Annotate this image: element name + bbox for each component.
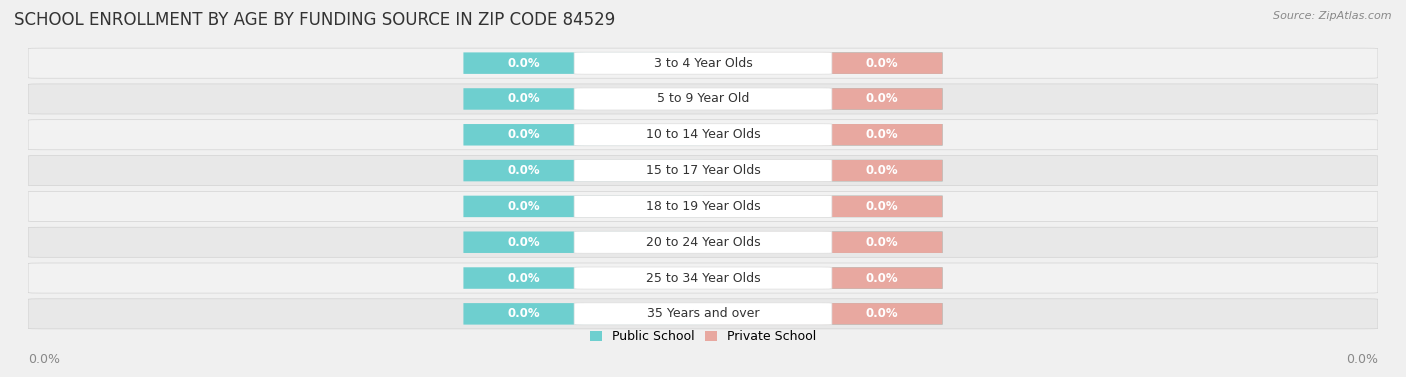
FancyBboxPatch shape	[28, 299, 1378, 329]
FancyBboxPatch shape	[703, 196, 942, 217]
FancyBboxPatch shape	[464, 52, 942, 74]
Text: 0.0%: 0.0%	[866, 164, 898, 177]
Text: 15 to 17 Year Olds: 15 to 17 Year Olds	[645, 164, 761, 177]
FancyBboxPatch shape	[28, 84, 1378, 114]
Text: 3 to 4 Year Olds: 3 to 4 Year Olds	[654, 57, 752, 70]
FancyBboxPatch shape	[28, 192, 1378, 221]
Text: 0.0%: 0.0%	[28, 353, 60, 366]
FancyBboxPatch shape	[574, 267, 832, 289]
Text: 10 to 14 Year Olds: 10 to 14 Year Olds	[645, 128, 761, 141]
FancyBboxPatch shape	[464, 124, 942, 146]
FancyBboxPatch shape	[703, 303, 942, 325]
FancyBboxPatch shape	[574, 159, 832, 182]
Text: 0.0%: 0.0%	[508, 164, 540, 177]
FancyBboxPatch shape	[28, 156, 1378, 185]
FancyBboxPatch shape	[574, 88, 832, 110]
FancyBboxPatch shape	[464, 303, 942, 325]
Text: 0.0%: 0.0%	[866, 307, 898, 320]
FancyBboxPatch shape	[574, 124, 832, 146]
FancyBboxPatch shape	[574, 52, 832, 74]
FancyBboxPatch shape	[28, 120, 1378, 150]
FancyBboxPatch shape	[574, 303, 832, 325]
Text: 35 Years and over: 35 Years and over	[647, 307, 759, 320]
FancyBboxPatch shape	[28, 263, 1378, 293]
FancyBboxPatch shape	[703, 52, 942, 74]
Text: 25 to 34 Year Olds: 25 to 34 Year Olds	[645, 271, 761, 285]
FancyBboxPatch shape	[574, 231, 832, 253]
FancyBboxPatch shape	[703, 160, 942, 181]
FancyBboxPatch shape	[703, 231, 942, 253]
Text: 0.0%: 0.0%	[866, 92, 898, 106]
Text: 0.0%: 0.0%	[866, 128, 898, 141]
Text: 0.0%: 0.0%	[866, 271, 898, 285]
Text: SCHOOL ENROLLMENT BY AGE BY FUNDING SOURCE IN ZIP CODE 84529: SCHOOL ENROLLMENT BY AGE BY FUNDING SOUR…	[14, 11, 616, 29]
FancyBboxPatch shape	[464, 160, 942, 181]
Text: 0.0%: 0.0%	[508, 307, 540, 320]
FancyBboxPatch shape	[703, 88, 942, 110]
Text: 20 to 24 Year Olds: 20 to 24 Year Olds	[645, 236, 761, 249]
Legend: Public School, Private School: Public School, Private School	[585, 325, 821, 348]
FancyBboxPatch shape	[28, 227, 1378, 257]
FancyBboxPatch shape	[574, 195, 832, 218]
Text: 5 to 9 Year Old: 5 to 9 Year Old	[657, 92, 749, 106]
FancyBboxPatch shape	[464, 196, 942, 217]
Text: 0.0%: 0.0%	[508, 57, 540, 70]
Text: 0.0%: 0.0%	[1346, 353, 1378, 366]
Text: 0.0%: 0.0%	[866, 57, 898, 70]
Text: 0.0%: 0.0%	[866, 236, 898, 249]
Text: 0.0%: 0.0%	[508, 271, 540, 285]
FancyBboxPatch shape	[703, 124, 942, 146]
Text: Source: ZipAtlas.com: Source: ZipAtlas.com	[1274, 11, 1392, 21]
Text: 0.0%: 0.0%	[508, 128, 540, 141]
Text: 0.0%: 0.0%	[508, 92, 540, 106]
Text: 0.0%: 0.0%	[508, 236, 540, 249]
Text: 0.0%: 0.0%	[866, 200, 898, 213]
FancyBboxPatch shape	[28, 48, 1378, 78]
FancyBboxPatch shape	[464, 88, 942, 110]
FancyBboxPatch shape	[703, 267, 942, 289]
Text: 0.0%: 0.0%	[508, 200, 540, 213]
FancyBboxPatch shape	[464, 231, 942, 253]
Text: 18 to 19 Year Olds: 18 to 19 Year Olds	[645, 200, 761, 213]
FancyBboxPatch shape	[464, 267, 942, 289]
